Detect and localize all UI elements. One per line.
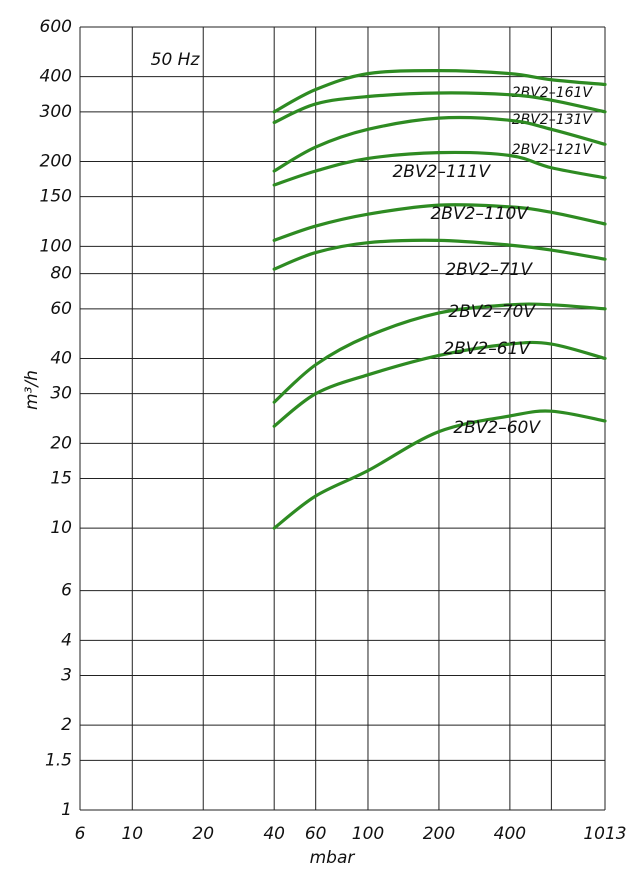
y-tick-label: 1 (61, 800, 72, 820)
curve (272, 203, 607, 242)
y-tick-label: 150 (40, 187, 72, 207)
x-axis-label: mbar (310, 848, 356, 868)
curve (272, 238, 607, 271)
curve (272, 69, 607, 114)
series-label: 2BV2–60V (453, 418, 541, 438)
y-tick-label: 6 (61, 581, 72, 601)
y-tick-label: 40 (50, 348, 72, 368)
y-tick-label: 200 (40, 151, 72, 171)
y-tick-label: 15 (50, 469, 72, 489)
series-label: 2BV2–71V (445, 260, 533, 280)
y-tick-label: 80 (50, 264, 72, 284)
y-tick-label: 20 (50, 433, 72, 453)
series-label: 2BV2–131V (512, 112, 594, 128)
y-tick-label: 300 (40, 102, 72, 122)
y-tick-label: 4 (61, 630, 72, 650)
x-tick-label: 100 (352, 824, 384, 844)
x-tick-label: 200 (423, 824, 455, 844)
y-axis-label: m³/h (22, 370, 42, 410)
y-tick-label: 100 (40, 236, 72, 256)
x-tick-label: 6 (75, 824, 86, 844)
y-tick-label: 2 (61, 715, 72, 735)
series-label: 2BV2–110V (430, 204, 529, 224)
curve (272, 91, 607, 125)
curve (272, 150, 607, 187)
curve (272, 115, 607, 173)
x-tick-label: 400 (494, 824, 526, 844)
series-label: 2BV2–61V (443, 339, 531, 359)
series-label: 2BV2–70V (448, 302, 536, 322)
curve (272, 409, 607, 530)
x-tick-label: 60 (305, 824, 327, 844)
y-tick-label: 3 (61, 666, 72, 686)
y-tick-label: 1.5 (45, 750, 72, 770)
series-label: 2BV2–161V (512, 85, 594, 101)
y-tick-label: 30 (50, 384, 72, 404)
curve (272, 302, 607, 404)
x-tick-label: 40 (263, 824, 285, 844)
y-tick-label: 600 (40, 17, 72, 37)
y-tick-label: 60 (50, 299, 72, 319)
curve (272, 340, 607, 428)
x-tick-label: 1013 (583, 824, 626, 844)
x-tick-label: 10 (121, 824, 143, 844)
y-tick-label: 400 (40, 67, 72, 87)
series-label: 2BV2–111V (392, 162, 491, 182)
annotation: 50 Hz (151, 50, 201, 70)
series-label: 2BV2–121V (512, 142, 594, 158)
y-tick-label: 10 (50, 518, 72, 538)
x-tick-label: 20 (192, 824, 214, 844)
